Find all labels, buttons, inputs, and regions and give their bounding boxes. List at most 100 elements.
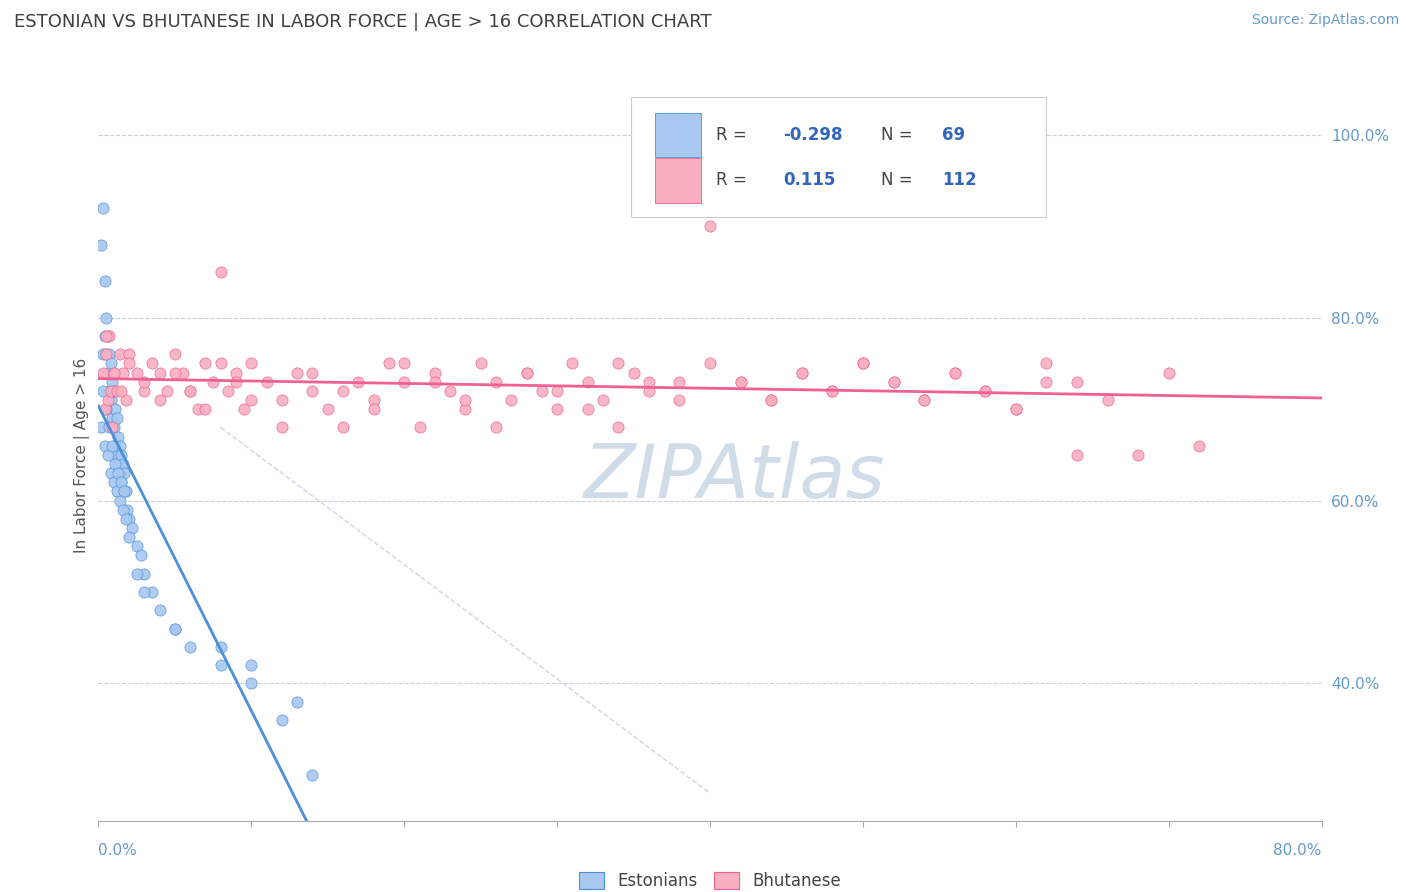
Point — [125, 566, 148, 581]
Point — [270, 420, 292, 434]
Point — [637, 375, 661, 389]
Point — [730, 375, 752, 389]
Point — [232, 402, 254, 417]
Point — [108, 466, 131, 480]
Point — [115, 484, 138, 499]
Point — [852, 356, 875, 371]
Point — [974, 384, 997, 398]
Point — [607, 420, 630, 434]
Point — [285, 695, 308, 709]
Point — [90, 420, 112, 434]
Point — [285, 366, 308, 380]
Point — [363, 393, 385, 408]
Point — [202, 375, 225, 389]
Point — [103, 475, 125, 490]
Point — [121, 521, 143, 535]
Point — [111, 484, 134, 499]
Point — [209, 356, 232, 371]
Point — [470, 356, 492, 371]
Text: N =: N = — [882, 126, 912, 144]
Point — [163, 366, 186, 380]
Point — [103, 384, 125, 398]
Point — [129, 549, 152, 563]
Point — [1066, 375, 1088, 389]
Point — [187, 402, 209, 417]
Point — [125, 366, 148, 380]
Point — [209, 640, 232, 654]
Point — [790, 366, 813, 380]
Point — [592, 393, 614, 408]
Point — [821, 384, 844, 398]
Point — [94, 347, 117, 361]
Point — [97, 329, 120, 343]
Point — [110, 448, 132, 462]
Point — [112, 484, 135, 499]
Point — [240, 356, 263, 371]
Point — [94, 402, 117, 417]
Point — [110, 384, 132, 398]
Point — [301, 768, 323, 782]
Point — [637, 384, 661, 398]
Point — [111, 503, 134, 517]
Point — [209, 658, 232, 673]
Point — [194, 402, 217, 417]
Point — [104, 457, 127, 471]
Point — [163, 347, 186, 361]
Point — [93, 439, 115, 453]
Point — [668, 375, 690, 389]
Point — [668, 393, 690, 408]
Point — [439, 384, 461, 398]
Point — [108, 493, 131, 508]
Point — [347, 375, 370, 389]
Point — [270, 713, 292, 727]
Point — [105, 411, 128, 425]
Point — [101, 411, 124, 425]
Point — [112, 466, 135, 480]
Point — [98, 420, 121, 434]
Point — [1097, 393, 1119, 408]
Point — [100, 384, 122, 398]
Point — [423, 375, 446, 389]
Point — [172, 366, 194, 380]
FancyBboxPatch shape — [655, 158, 702, 202]
Point — [607, 356, 630, 371]
Text: 112: 112 — [942, 171, 977, 189]
Point — [110, 475, 132, 490]
Point — [118, 530, 141, 544]
Legend: Estonians, Bhutanese: Estonians, Bhutanese — [572, 865, 848, 892]
Point — [94, 310, 117, 325]
Point — [454, 393, 477, 408]
Point — [301, 384, 323, 398]
Point — [256, 375, 278, 389]
Point — [1004, 402, 1026, 417]
Point — [111, 457, 134, 471]
Point — [115, 393, 138, 408]
Text: R =: R = — [716, 171, 747, 189]
Point — [141, 356, 163, 371]
Point — [485, 375, 508, 389]
Point — [378, 356, 401, 371]
Point — [530, 384, 553, 398]
Point — [576, 402, 599, 417]
Point — [98, 329, 121, 343]
Point — [111, 366, 134, 380]
Point — [1128, 448, 1150, 462]
Point — [179, 384, 201, 398]
Point — [179, 384, 201, 398]
Point — [163, 622, 186, 636]
Y-axis label: In Labor Force | Age > 16: In Labor Force | Age > 16 — [75, 358, 90, 552]
Point — [332, 384, 354, 398]
Point — [93, 329, 115, 343]
Point — [125, 539, 148, 553]
Point — [1066, 448, 1088, 462]
Point — [100, 393, 122, 408]
Point — [301, 366, 323, 380]
Point — [194, 356, 217, 371]
Point — [98, 384, 121, 398]
Text: ESTONIAN VS BHUTANESE IN LABOR FORCE | AGE > 16 CORRELATION CHART: ESTONIAN VS BHUTANESE IN LABOR FORCE | A… — [14, 13, 711, 31]
Point — [240, 658, 263, 673]
Point — [108, 347, 131, 361]
Point — [546, 384, 568, 398]
Point — [974, 384, 997, 398]
Text: 0.115: 0.115 — [783, 171, 835, 189]
